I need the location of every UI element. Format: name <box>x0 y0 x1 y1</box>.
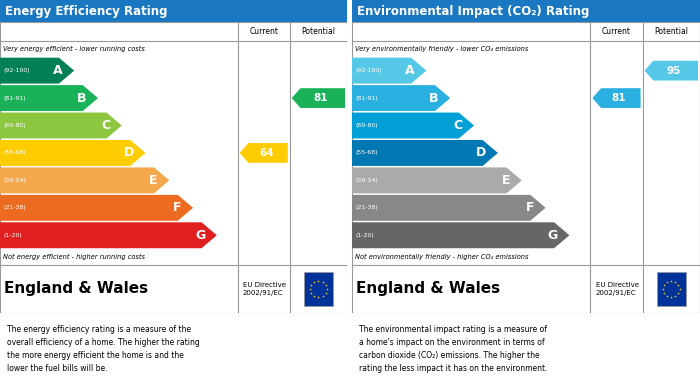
Text: (21-38): (21-38) <box>4 205 27 210</box>
Text: B: B <box>429 91 439 104</box>
Text: (81-91): (81-91) <box>356 95 379 100</box>
Text: (1-20): (1-20) <box>356 233 374 238</box>
Text: D: D <box>124 147 134 160</box>
Text: E: E <box>502 174 510 187</box>
Text: (69-80): (69-80) <box>4 123 27 128</box>
Text: Current: Current <box>249 27 278 36</box>
Text: B: B <box>77 91 87 104</box>
Bar <box>657 272 686 306</box>
Text: (39-54): (39-54) <box>4 178 27 183</box>
Text: (92-100): (92-100) <box>4 68 31 73</box>
Text: The energy efficiency rating is a measure of the
overall efficiency of a home. T: The energy efficiency rating is a measur… <box>7 325 199 373</box>
Text: Potential: Potential <box>302 27 335 36</box>
Text: F: F <box>526 201 534 214</box>
Polygon shape <box>0 113 122 138</box>
Text: 95: 95 <box>666 66 681 75</box>
Text: A: A <box>53 64 63 77</box>
Text: England & Wales: England & Wales <box>356 282 500 296</box>
Polygon shape <box>352 195 545 221</box>
Text: Current: Current <box>602 27 631 36</box>
Polygon shape <box>239 143 288 163</box>
Text: G: G <box>195 229 205 242</box>
Text: (1-20): (1-20) <box>4 233 22 238</box>
Polygon shape <box>352 140 498 166</box>
Text: G: G <box>547 229 558 242</box>
Text: C: C <box>102 119 111 132</box>
Text: (81-91): (81-91) <box>4 95 27 100</box>
Text: Not energy efficient - higher running costs: Not energy efficient - higher running co… <box>3 254 145 260</box>
Text: EU Directive
2002/91/EC: EU Directive 2002/91/EC <box>243 282 286 296</box>
Text: Energy Efficiency Rating: Energy Efficiency Rating <box>5 5 168 18</box>
Polygon shape <box>0 167 169 194</box>
Text: 81: 81 <box>314 93 328 103</box>
Text: (55-68): (55-68) <box>356 151 379 156</box>
Text: The environmental impact rating is a measure of
a home's impact on the environme: The environmental impact rating is a mea… <box>359 325 547 373</box>
Text: (39-54): (39-54) <box>356 178 379 183</box>
Polygon shape <box>352 222 569 248</box>
Polygon shape <box>0 222 217 248</box>
Text: F: F <box>173 201 181 214</box>
Text: (21-38): (21-38) <box>356 205 379 210</box>
Text: Very energy efficient - lower running costs: Very energy efficient - lower running co… <box>3 46 145 52</box>
Text: 81: 81 <box>612 93 626 103</box>
Polygon shape <box>0 140 146 166</box>
Text: E: E <box>149 174 158 187</box>
Text: (55-68): (55-68) <box>4 151 27 156</box>
Polygon shape <box>352 113 474 138</box>
Text: EU Directive
2002/91/EC: EU Directive 2002/91/EC <box>596 282 638 296</box>
Text: Environmental Impact (CO₂) Rating: Environmental Impact (CO₂) Rating <box>357 5 589 18</box>
Text: (69-80): (69-80) <box>356 123 379 128</box>
Polygon shape <box>352 167 522 194</box>
Text: Very environmentally friendly - lower CO₂ emissions: Very environmentally friendly - lower CO… <box>355 46 528 52</box>
Text: (92-100): (92-100) <box>356 68 383 73</box>
Text: Potential: Potential <box>654 27 688 36</box>
Polygon shape <box>0 57 74 84</box>
Bar <box>304 272 333 306</box>
Text: England & Wales: England & Wales <box>4 282 148 296</box>
Polygon shape <box>352 85 450 111</box>
Polygon shape <box>292 88 345 108</box>
Polygon shape <box>592 88 640 108</box>
Text: 64: 64 <box>259 148 274 158</box>
Polygon shape <box>352 57 426 84</box>
Text: Not environmentally friendly - higher CO₂ emissions: Not environmentally friendly - higher CO… <box>355 254 528 260</box>
Text: D: D <box>476 147 486 160</box>
Text: C: C <box>454 119 463 132</box>
Polygon shape <box>0 85 98 111</box>
Polygon shape <box>645 61 698 81</box>
Text: A: A <box>405 64 415 77</box>
Polygon shape <box>0 195 193 221</box>
